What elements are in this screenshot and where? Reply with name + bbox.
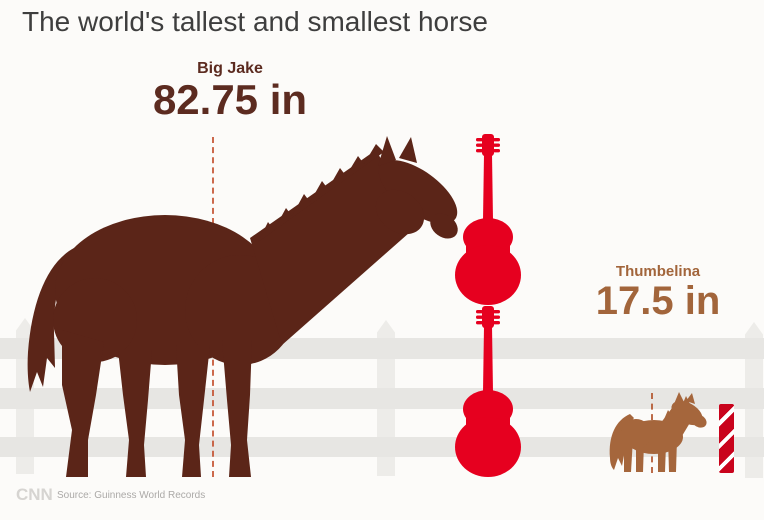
thumbelina-height-value: 17.5 in [595,279,721,323]
big-horse-silhouette [27,136,458,477]
source-credit: Source: Guinness World Records [57,490,206,501]
big-jake-name-label: Big Jake [197,60,263,77]
thumbelina-label-block: Thumbelina 17.5 in [558,263,758,322]
guitar-bottom [455,306,521,477]
big-jake-height-value: 82.75 in [152,76,308,123]
big-jake-label-block: Big Jake 82.75 in [130,60,330,122]
small-horse-silhouette [609,392,707,472]
thumbelina-name-label: Thumbelina [615,263,701,280]
cnn-logo: CNN [16,485,53,504]
striped-measuring-pole [719,404,734,473]
guitar-top [455,134,521,305]
page-title: The world's tallest and smallest horse [22,6,488,37]
